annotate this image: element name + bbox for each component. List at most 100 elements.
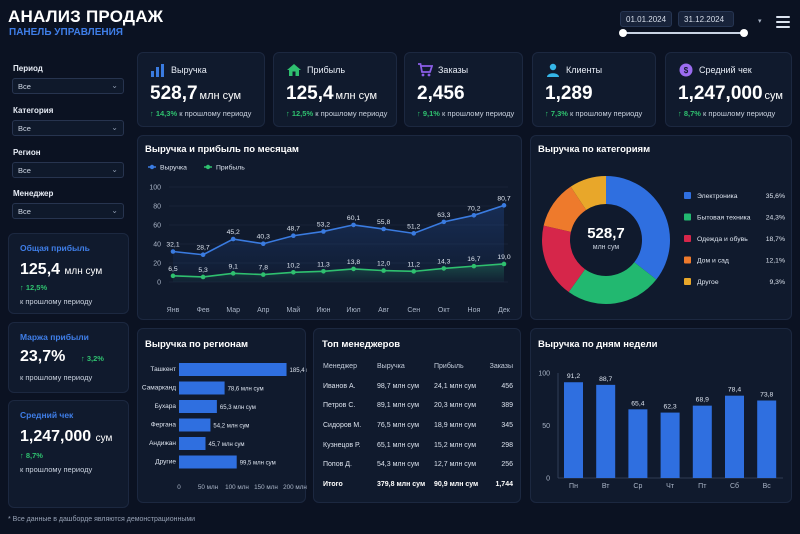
table-row[interactable]: Кузнецов Р. 65,1 млн сум 15,2 млн сум 298 bbox=[323, 435, 513, 455]
data-label: 54,2 млн сум bbox=[213, 424, 249, 430]
y-tick-label: Ташкент bbox=[150, 366, 176, 373]
margin-card: Маржа прибыли 23,7% ↑ 3,2% к прошлому пе… bbox=[8, 322, 129, 393]
data-label: 65,4 bbox=[631, 400, 644, 407]
x-tick-label: Ноя bbox=[468, 307, 481, 314]
kpi-card-clients: Клиенты 1,289 ↑ 7,3% к прошлому периоду bbox=[532, 52, 656, 127]
y-tick-label: 20 bbox=[153, 261, 161, 268]
chart-title: Выручка по регионам bbox=[145, 339, 249, 350]
data-label: 7,8 bbox=[259, 265, 269, 272]
legend-label: Электроника bbox=[697, 193, 738, 200]
menu-icon[interactable] bbox=[776, 16, 790, 31]
legend-marker bbox=[205, 164, 211, 170]
table-row[interactable]: Сидоров М. 76,5 млн сум 18,9 млн сум 345 bbox=[323, 416, 513, 436]
data-label: 91,2 bbox=[567, 373, 580, 380]
data-label: 40,3 bbox=[257, 234, 270, 241]
kpi-change: ↑ 8,7% к прошлому периоду bbox=[678, 109, 776, 118]
bar bbox=[660, 412, 680, 478]
kpi-change: ↑ 7,3% к прошлому периоду bbox=[545, 109, 643, 118]
series-line-profit bbox=[172, 263, 505, 278]
table-row[interactable]: Петров С. 89,1 млн сум 20,3 млн сум 389 bbox=[323, 396, 513, 416]
data-point bbox=[471, 263, 477, 269]
x-tick-label: Сб bbox=[730, 482, 739, 490]
y-tick-label: 0 bbox=[546, 476, 550, 483]
legend-swatch bbox=[684, 256, 691, 264]
filter-select-category[interactable]: Все ⌄ bbox=[12, 120, 124, 136]
y-tick-label: 60 bbox=[153, 223, 161, 230]
data-label: 80,7 bbox=[497, 195, 510, 202]
user-icon bbox=[547, 63, 559, 77]
data-label: 16,7 bbox=[467, 256, 480, 263]
bar bbox=[179, 418, 211, 432]
page-subtitle: ПАНЕЛЬ УПРАВЛЕНИЯ bbox=[9, 27, 123, 38]
cell: 98,7 млн сум bbox=[377, 382, 420, 390]
date-from-input[interactable]: 01.01.2024 bbox=[620, 11, 672, 27]
filter-select-period[interactable]: Все ⌄ bbox=[12, 78, 124, 94]
cell: Попов Д. bbox=[323, 461, 352, 469]
data-label: 185,4 млн сум bbox=[290, 368, 307, 374]
table-row[interactable]: Иванов А. 98,7 млн сум 24,1 млн сум 456 bbox=[323, 377, 513, 397]
filter-select-region[interactable]: Все ⌄ bbox=[12, 162, 124, 178]
data-label: 48,7 bbox=[287, 226, 300, 233]
bar bbox=[628, 409, 648, 478]
category-donut-chart: Электроника 35,6% Бытовая техника 24,3% Одеж… bbox=[542, 176, 785, 304]
data-label: 88,7 bbox=[599, 376, 612, 383]
filter-select-manager[interactable]: Все ⌄ bbox=[12, 203, 124, 219]
legend-marker bbox=[149, 164, 155, 170]
filter-label-region: Регион bbox=[13, 148, 41, 157]
avg-check-card: Средний чек 1,247,000 сум ↑ 8,7% к прошл… bbox=[8, 400, 129, 508]
legend-label: Дом и сад bbox=[697, 258, 729, 265]
legend-value: 18,7% bbox=[766, 236, 785, 243]
data-point bbox=[411, 231, 417, 236]
date-range-slider[interactable] bbox=[622, 32, 746, 34]
data-point bbox=[351, 266, 356, 272]
cell: 18,9 млн сум bbox=[434, 422, 477, 430]
data-point bbox=[170, 249, 176, 254]
data-point bbox=[321, 229, 326, 234]
x-tick-label: 0 bbox=[177, 484, 181, 491]
chevron-down-icon: ⌄ bbox=[111, 81, 118, 90]
date-to-input[interactable]: 31.12.2024 bbox=[678, 11, 734, 27]
x-tick-label: Мар bbox=[226, 307, 240, 314]
range-start-handle[interactable] bbox=[619, 29, 627, 37]
data-label: 6,5 bbox=[168, 266, 178, 273]
cell: 89,1 млн сум bbox=[377, 402, 420, 410]
cell: 389 bbox=[501, 402, 513, 410]
x-tick-label: Пн bbox=[569, 483, 578, 490]
x-tick-label: Вс bbox=[763, 483, 772, 490]
bar-chart-icon bbox=[151, 64, 164, 77]
bar bbox=[179, 400, 217, 413]
cell: Сидоров М. bbox=[323, 422, 362, 430]
x-tick-label: 200 млн bbox=[283, 484, 307, 491]
category-chart-card: Выручка по категориям Электроника 35,6% Бы… bbox=[530, 135, 792, 320]
managers-card: Топ менеджеров Менеджер Выручка Прибыль … bbox=[313, 328, 521, 503]
card-note: к прошлому периоду bbox=[20, 373, 93, 382]
cell: 456 bbox=[501, 382, 513, 390]
legend-value: 12,1% bbox=[766, 258, 785, 265]
bar bbox=[179, 437, 206, 450]
data-point bbox=[260, 272, 266, 277]
data-point bbox=[351, 222, 356, 228]
data-label: 73,8 bbox=[760, 392, 773, 399]
data-label: 55,8 bbox=[377, 219, 390, 226]
table-header-row: Менеджер Выручка Прибыль Заказы bbox=[323, 357, 513, 377]
series-line-revenue bbox=[172, 204, 505, 256]
legend-label: Прибыль bbox=[216, 164, 245, 172]
dropdown-chevron-icon[interactable]: ▾ bbox=[758, 18, 762, 25]
data-label: 63,3 bbox=[437, 212, 450, 219]
cell: 20,3 млн сум bbox=[434, 402, 477, 410]
data-point bbox=[411, 269, 417, 274]
revenue-area bbox=[173, 205, 504, 282]
filter-value: Все bbox=[18, 166, 31, 175]
range-end-handle[interactable] bbox=[740, 29, 748, 37]
table-row[interactable]: Попов Д. 54,3 млн сум 12,7 млн сум 256 bbox=[323, 455, 513, 475]
bar bbox=[692, 405, 712, 478]
weekday-bar-chart: 0 50 100 91,2 Пн 88,7 Вт 65,4 Ср 62,3 Чт 68,9 Пт 78,4… bbox=[538, 371, 783, 490]
x-tick-label: Сен bbox=[407, 307, 420, 314]
x-tick-label: 50 млн bbox=[198, 484, 219, 491]
kpi-label: Средний чек bbox=[699, 65, 752, 75]
data-label: 13,8 bbox=[347, 259, 360, 266]
data-label: 45,2 bbox=[227, 229, 240, 236]
cell: 1,744 bbox=[495, 480, 513, 488]
y-tick-label: 100 bbox=[149, 185, 161, 192]
data-label: 51,2 bbox=[407, 223, 420, 230]
